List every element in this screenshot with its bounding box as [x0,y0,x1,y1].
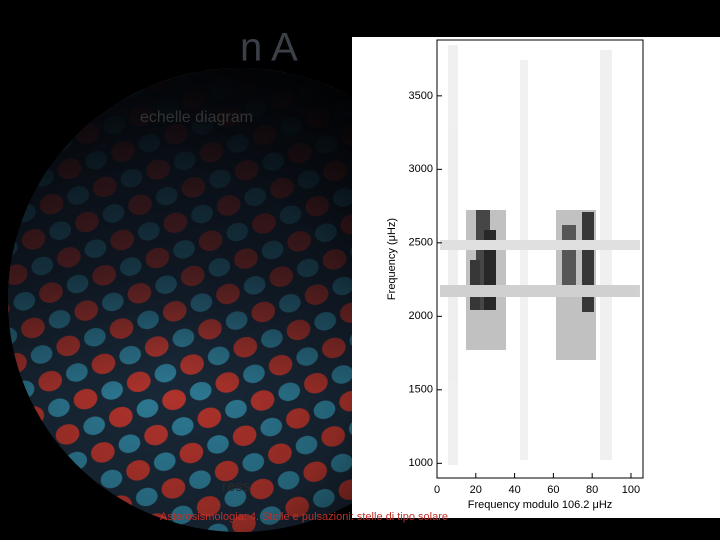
y-axis-label: Frequency (μHz) [386,218,398,300]
y-tick-label: 3000 [409,163,433,175]
x-tick-label: 80 [586,484,598,496]
slide-title: n A [240,26,298,70]
y-tick-label: 3500 [409,90,433,102]
chart-panel [352,37,720,518]
y-tick-label: 1000 [409,457,433,469]
text-fragment: ress [222,478,250,495]
plot-frame [436,39,644,479]
heatmap-image [440,45,640,465]
x-axis-label: Frequency modulo 106.2 μHz [468,499,613,511]
subtitle: echelle diagram [140,109,253,126]
x-tick-label: 0 [434,484,440,496]
y-tick-label: 2000 [409,310,433,322]
chart: 1000 1500 2000 2500 3000 3500 0 20 40 60 80 100 Freq… [352,37,720,518]
x-tick-label: 60 [547,484,559,496]
x-tick-label: 40 [508,484,520,496]
y-tick-label: 1500 [409,384,433,396]
x-tick-label: 100 [622,484,640,496]
x-tick-label: 20 [470,484,482,496]
y-tick-label: 2500 [409,237,433,249]
footer: Asterosismologia: 4. Stelle e pulsazioni… [160,511,448,523]
